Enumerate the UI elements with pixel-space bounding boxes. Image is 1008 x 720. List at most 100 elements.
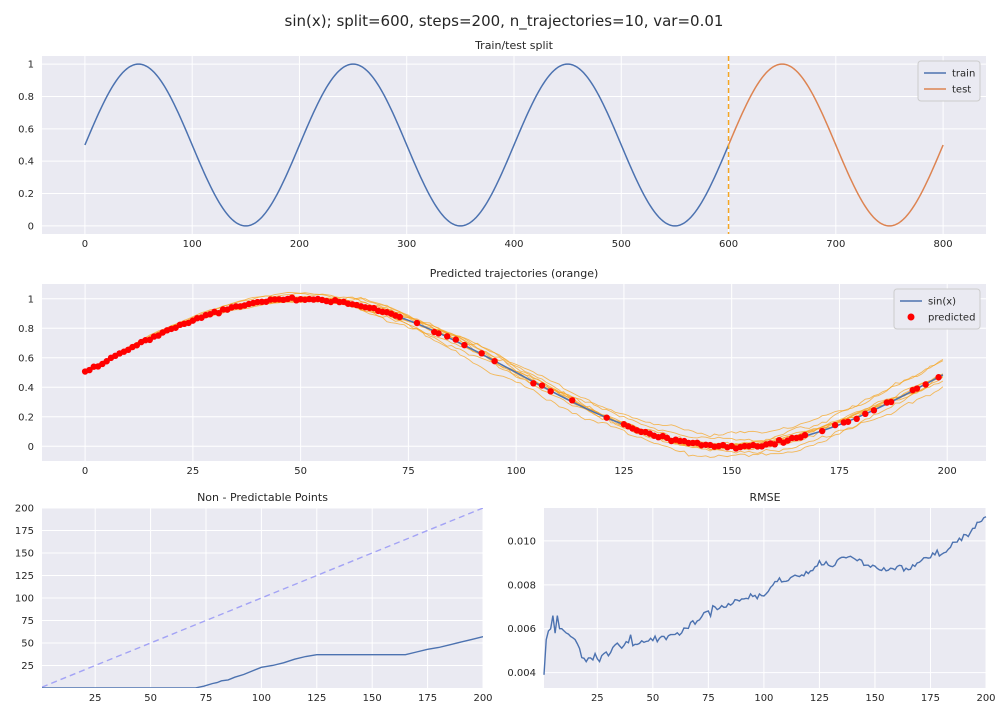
y-tick-label: 0.2	[18, 412, 34, 423]
chart-2: 25 50 75 100 125 150 175 200 25 50 75 100 125 150 175 2…	[15, 491, 493, 704]
x-tick-label: 0	[82, 239, 88, 250]
y-tick-label: 0.006	[507, 624, 536, 635]
y-tick-label: 0.010	[507, 536, 536, 547]
predicted-point	[530, 380, 537, 387]
plots: 0 100 200 300 400 500 600 700 80000.20.40.60.81T…	[15, 39, 996, 704]
predicted-point	[801, 431, 809, 439]
x-tick-label: 300	[397, 239, 416, 250]
predicted-point	[547, 388, 554, 395]
predicted-point	[215, 309, 222, 317]
y-tick-label: 50	[21, 639, 34, 650]
x-tick-label: 125	[810, 693, 829, 704]
x-tick-label: 200	[473, 693, 492, 704]
y-tick-label: 0.8	[18, 324, 34, 335]
chart-title: Predicted trajectories (orange)	[430, 267, 599, 280]
x-tick-label: 100	[252, 693, 271, 704]
predicted-point	[443, 333, 451, 340]
predicted-point	[935, 374, 942, 381]
test-line	[727, 63, 944, 227]
y-tick-label: 0.2	[18, 189, 34, 200]
predicted-point	[862, 410, 869, 418]
x-tick-label: 150	[865, 693, 884, 704]
legend-box	[917, 60, 981, 102]
x-tick-label: 200	[290, 239, 309, 250]
predicted-point	[844, 418, 852, 425]
chart-0: 0 100 200 300 400 500 600 700 800 0 0.2 0.4 0.6 0.8 1 T…	[18, 39, 986, 250]
x-tick-label: 200	[976, 693, 995, 704]
y-tick-label: 0	[28, 221, 34, 232]
chart-3: 25 50 75 100 125 150 175 200 0.004 0.006 0.008 0.01…	[507, 491, 995, 704]
x-tick-label: 200	[938, 466, 957, 477]
x-tick-label: 100	[754, 693, 773, 704]
predicted-point	[435, 330, 442, 337]
chart-1: 0 25 50 75 100 125 150 175 200 0 0.2 0.4 0.6 0.8 1 Pred…	[18, 267, 986, 477]
x-tick-label: 500	[612, 239, 631, 250]
x-tick-label: 50	[144, 693, 157, 704]
y-tick-label: 0.4	[18, 383, 34, 394]
x-tick-label: 700	[826, 239, 845, 250]
y-tick-label: 0.6	[18, 124, 34, 135]
y-tick-label: 175	[15, 526, 34, 537]
figure-title: sin(x); split=600, steps=200, n_trajecto…	[285, 12, 724, 31]
plot-area	[544, 508, 986, 688]
legend-label: train	[952, 69, 975, 80]
predicted-point	[913, 385, 921, 392]
chart-title: RMSE	[749, 491, 780, 504]
predicted-point	[452, 336, 460, 343]
predicted-point	[870, 407, 878, 414]
chart-title: Train/test split	[474, 39, 554, 52]
predicted-point	[396, 313, 403, 321]
predicted-point	[146, 336, 153, 344]
legend-box	[893, 288, 981, 330]
y-tick-label: 150	[15, 549, 34, 560]
x-tick-label: 125	[614, 466, 633, 477]
y-tick-label: 0.4	[18, 157, 34, 168]
y-tick-label: 25	[21, 661, 34, 672]
x-tick-label: 25	[89, 693, 102, 704]
x-tick-label: 175	[830, 466, 849, 477]
legend-label: test	[952, 85, 971, 96]
x-tick-label: 100	[507, 466, 526, 477]
predicted-point	[568, 397, 576, 404]
predicted-point	[819, 427, 826, 435]
x-tick-label: 800	[934, 239, 953, 250]
x-tick-label: 25	[187, 466, 200, 477]
y-tick-label: 1	[28, 294, 34, 305]
x-tick-label: 175	[418, 693, 437, 704]
predicted-point	[603, 414, 610, 421]
x-tick-label: 50	[646, 693, 659, 704]
x-tick-label: 0	[82, 466, 88, 477]
y-tick-label: 0	[28, 442, 34, 453]
predicted-point	[103, 358, 110, 365]
non-predictable-line	[42, 636, 483, 688]
legend-marker	[907, 313, 915, 321]
predicted-point	[491, 357, 498, 365]
x-tick-label: 75	[200, 693, 213, 704]
y-tick-label: 0.008	[507, 580, 536, 591]
x-tick-label: 25	[591, 693, 604, 704]
legend: train test	[917, 60, 981, 102]
predicted-point	[538, 382, 546, 389]
x-tick-label: 50	[294, 466, 307, 477]
legend-label: predicted	[928, 313, 975, 324]
train-line	[84, 63, 730, 227]
y-tick-label: 100	[15, 594, 34, 605]
x-tick-label: 75	[402, 466, 415, 477]
legend: sin(x) predicted	[893, 288, 981, 330]
x-tick-label: 175	[921, 693, 940, 704]
y-tick-label: 200	[15, 504, 34, 515]
predicted-point	[831, 421, 839, 429]
y-tick-label: 0.6	[18, 353, 34, 364]
predicted-point	[922, 381, 929, 388]
rmse-line	[543, 516, 987, 675]
predicted-point	[853, 415, 860, 423]
x-tick-label: 100	[183, 239, 202, 250]
y-tick-label: 0.004	[507, 668, 536, 679]
predicted-point	[887, 398, 895, 406]
x-tick-label: 125	[307, 693, 326, 704]
x-tick-label: 400	[504, 239, 523, 250]
y-tick-label: 125	[15, 571, 34, 582]
x-tick-label: 75	[702, 693, 715, 704]
predicted-point	[771, 441, 778, 448]
